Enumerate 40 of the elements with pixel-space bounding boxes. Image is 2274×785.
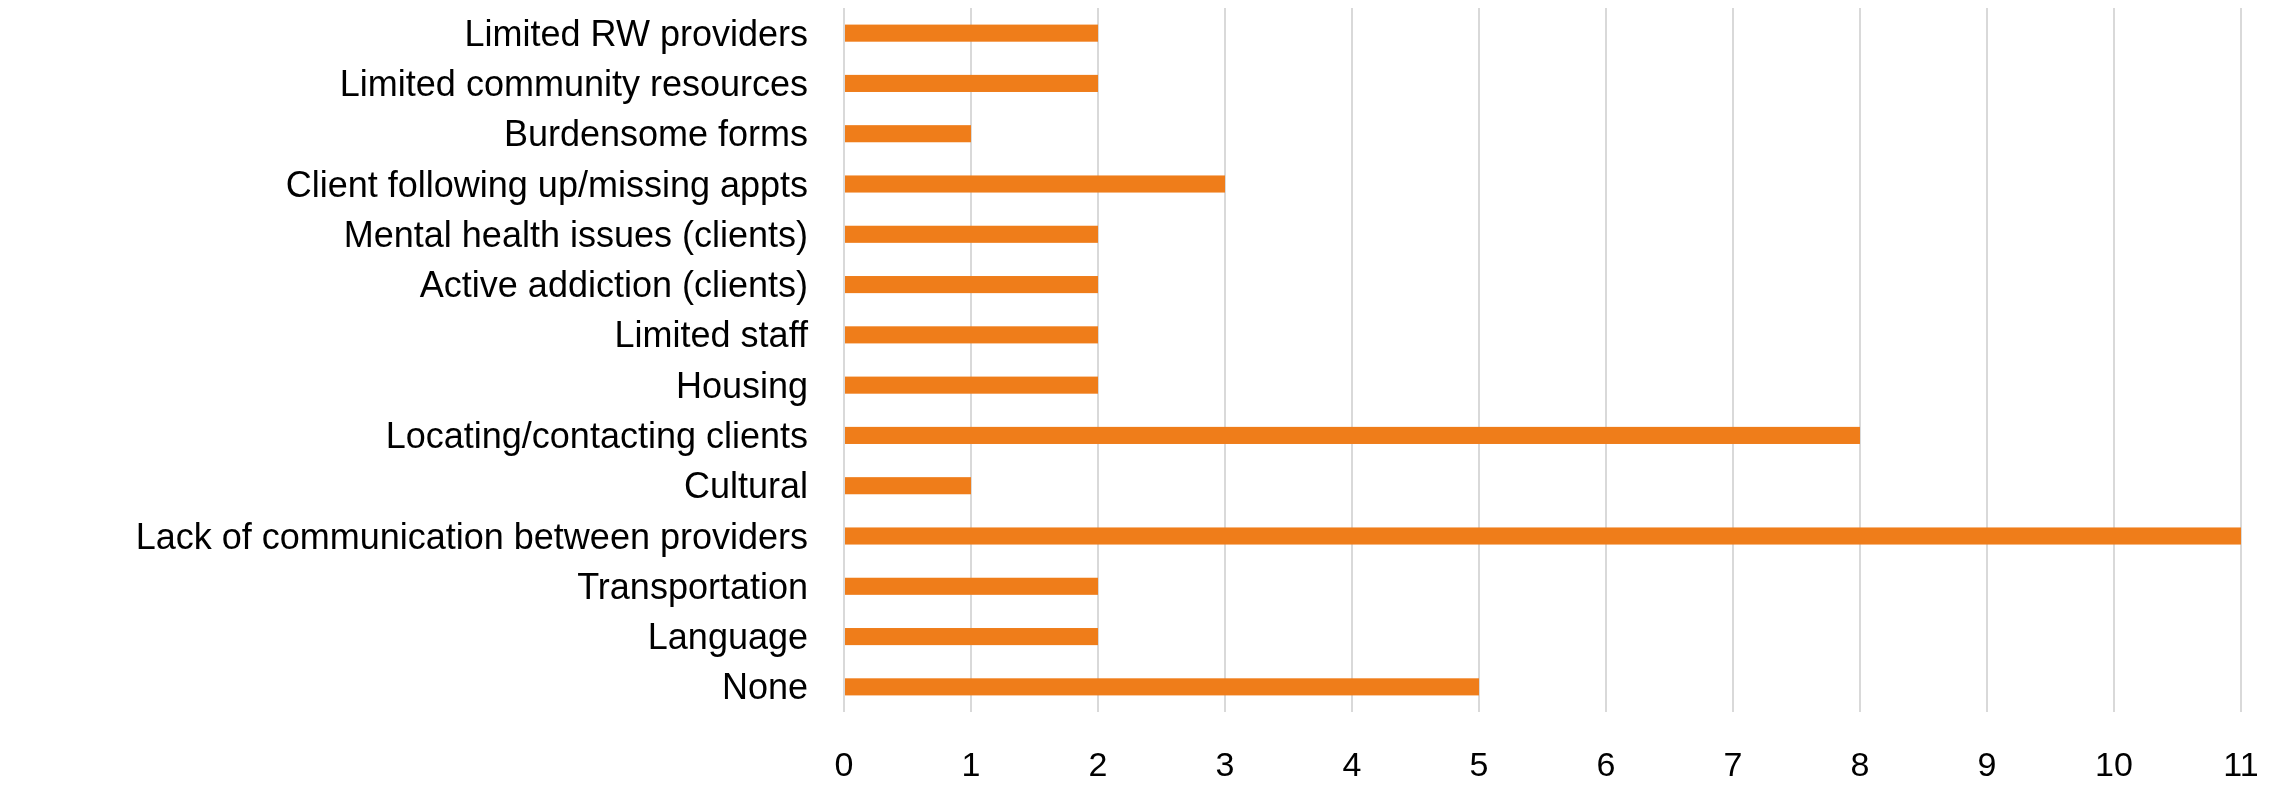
x-tick-label: 9 <box>1977 745 1997 783</box>
y-tick-label: Cultural <box>683 465 808 507</box>
x-tick-label: 3 <box>1215 745 1235 783</box>
bar <box>844 276 1098 294</box>
x-tick-label: 4 <box>1342 745 1362 783</box>
y-tick-label: Limited community resources <box>339 63 808 105</box>
bar <box>844 477 971 495</box>
bar <box>844 74 1098 92</box>
x-tick-label: 8 <box>1850 745 1870 783</box>
x-tick-label: 0 <box>834 745 854 783</box>
x-tick-label: 10 <box>2095 745 2133 783</box>
y-tick-label: Active addiction (clients) <box>419 264 808 306</box>
bar <box>844 577 1098 595</box>
bar <box>844 376 1098 394</box>
y-tick-label: Mental health issues (clients) <box>343 213 808 255</box>
bar <box>844 527 2241 545</box>
y-tick-label: Limited RW providers <box>464 12 808 54</box>
y-tick-label: Transportation <box>577 565 808 607</box>
x-tick-label: 7 <box>1723 745 1743 783</box>
y-tick-label: Limited staff <box>614 314 809 356</box>
bar <box>844 175 1225 193</box>
y-tick-label: Burdensome forms <box>503 113 808 155</box>
bar <box>844 225 1098 243</box>
y-tick-label: Client following up/missing appts <box>285 163 808 205</box>
bar <box>844 326 1098 344</box>
x-tick-label: 1 <box>961 745 981 783</box>
bar <box>844 125 971 143</box>
x-tick-label: 11 <box>2223 745 2259 783</box>
x-tick-label: 2 <box>1088 745 1108 783</box>
y-tick-label: Housing <box>675 364 808 406</box>
bar <box>844 628 1098 646</box>
x-tick-label: 5 <box>1469 745 1489 783</box>
bar <box>844 24 1098 42</box>
y-tick-label: None <box>721 666 808 708</box>
bar <box>844 678 1479 696</box>
y-tick-label: Locating/contacting clients <box>385 415 808 457</box>
x-tick-label: 6 <box>1596 745 1616 783</box>
bar <box>844 426 1860 444</box>
y-tick-label: Lack of communication between providers <box>135 515 808 557</box>
y-tick-label: Language <box>647 616 808 658</box>
